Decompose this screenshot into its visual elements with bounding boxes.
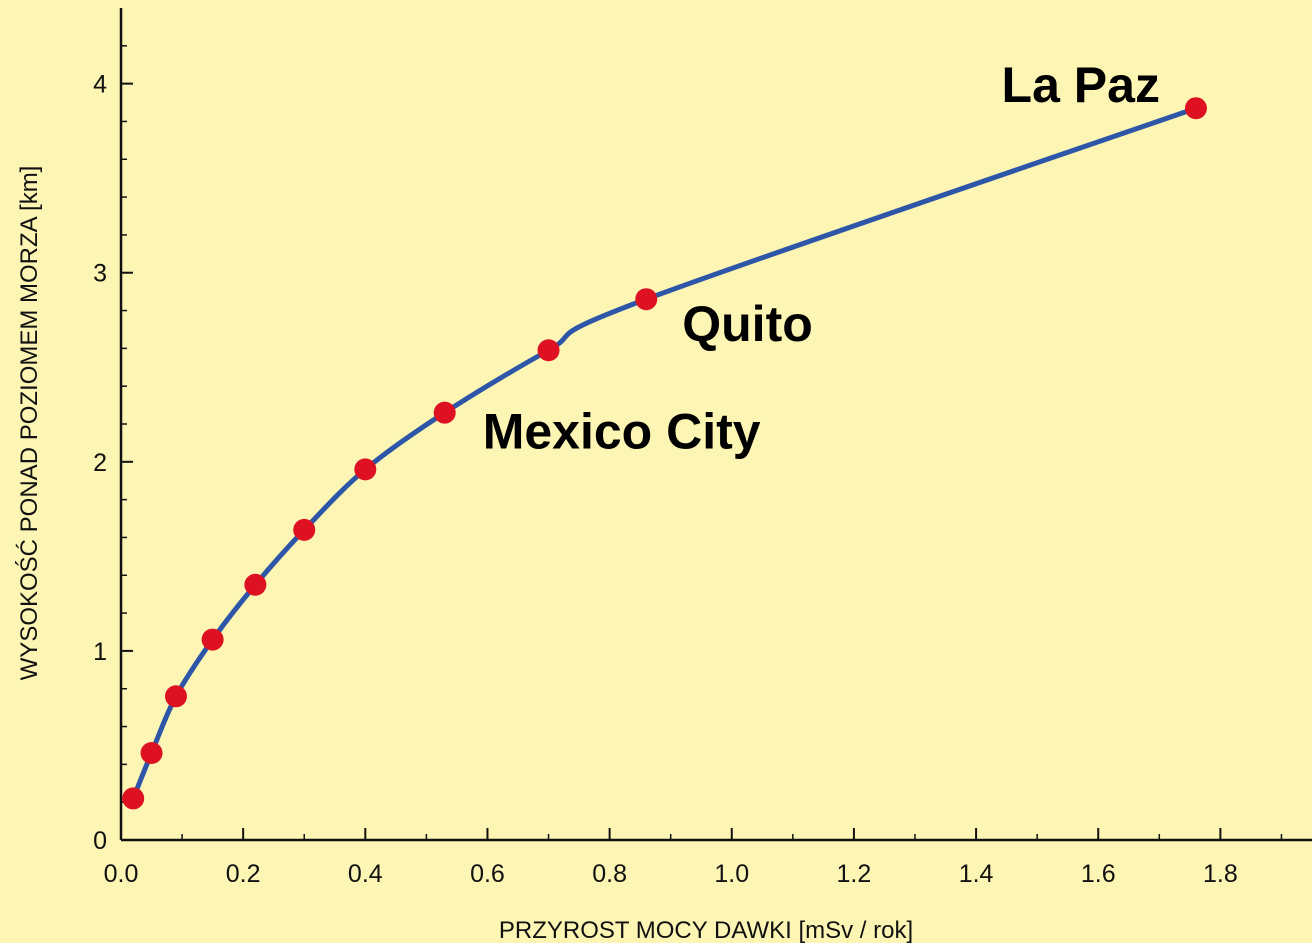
data-point (635, 288, 658, 311)
x-tick-label: 1.8 (1203, 860, 1238, 888)
annotations-layer: La Paz Quito Mexico City (483, 57, 1160, 459)
points-layer (122, 97, 1207, 810)
axis-ticks: 0.0 0.2 0.4 0.6 0.8 1.0 1.2 1.4 1.6 1.8 0 1 2 3 4 (93, 45, 1283, 888)
data-point (140, 742, 163, 765)
x-tick-label: 0.2 (226, 860, 261, 888)
x-axis-title: PRZYROST MOCY DAWKI [mSv / rok] (499, 917, 913, 943)
city-annotation: Mexico City (483, 404, 761, 460)
data-point (1184, 97, 1207, 120)
data-point (122, 787, 145, 810)
data-point (244, 573, 267, 596)
y-tick-label: 3 (93, 260, 107, 288)
city-annotation: La Paz (1002, 57, 1160, 113)
y-tick-label: 4 (93, 71, 107, 99)
data-point (293, 518, 316, 541)
y-tick-label: 0 (93, 827, 107, 855)
y-axis-title: WYSOKOŚĆ PONAD POZIOMEM MORZA [km] (15, 166, 43, 681)
x-tick-label: 0.6 (470, 860, 505, 888)
data-point (164, 685, 187, 708)
x-tick-label: 1.2 (837, 860, 872, 888)
x-tick-label: 1.6 (1081, 860, 1116, 888)
data-point (433, 401, 456, 424)
y-tick-label: 1 (93, 638, 107, 666)
x-tick-label: 0.0 (104, 860, 139, 888)
x-tick-label: 0.4 (348, 860, 383, 888)
x-tick-label: 1.0 (714, 860, 749, 888)
city-annotation: Quito (682, 296, 813, 352)
data-point (537, 339, 560, 362)
y-tick-label: 2 (93, 449, 107, 477)
data-point (201, 628, 224, 651)
data-point (354, 458, 377, 481)
x-tick-label: 0.8 (592, 860, 627, 888)
x-tick-label: 1.4 (959, 860, 994, 888)
